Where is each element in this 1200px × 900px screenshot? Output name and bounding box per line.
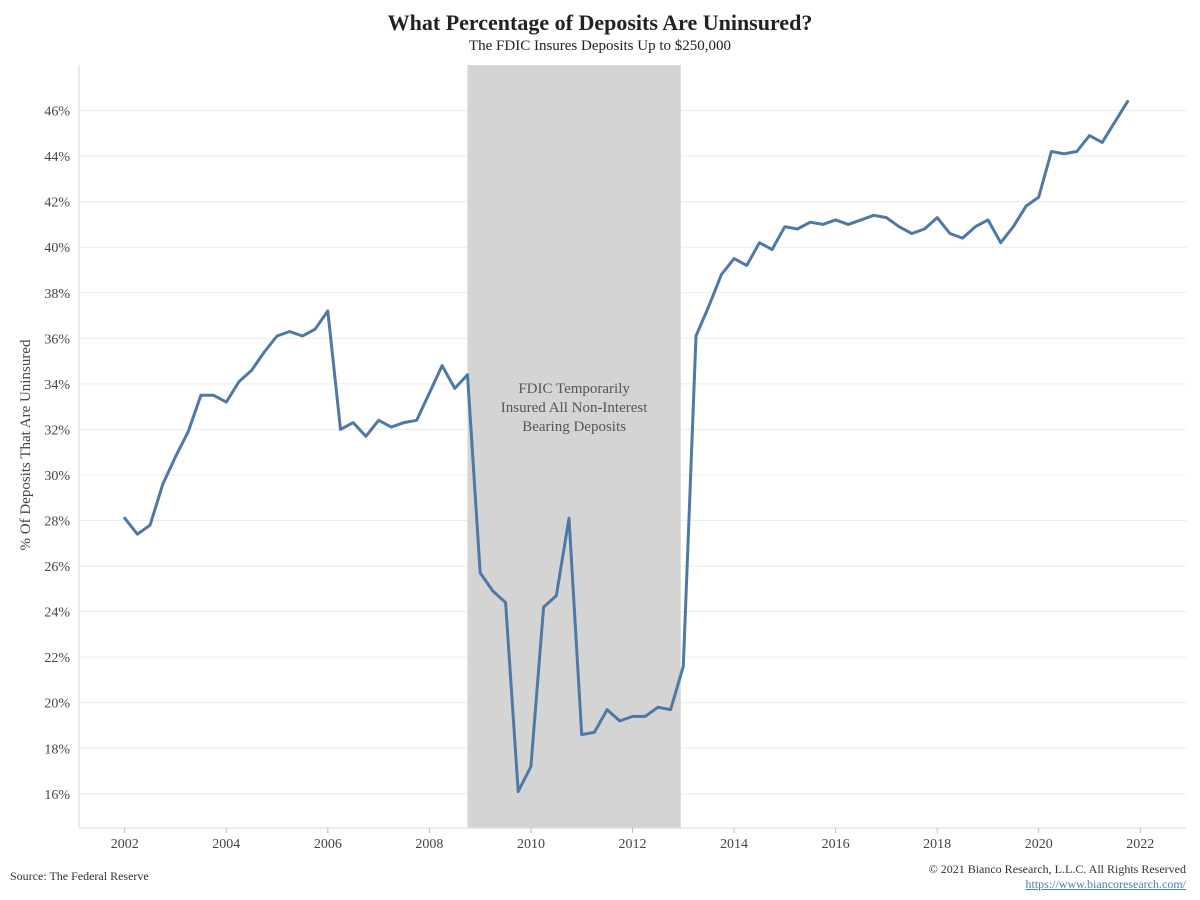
x-tick-label: 2012 xyxy=(619,837,647,852)
y-tick-label: 36% xyxy=(44,332,70,347)
copyright-notice: © 2021 Bianco Research, L.L.C. All Right… xyxy=(928,862,1186,876)
x-axis-ticks: 2002 2004 2006 2008 2010 2012 2014 2016 2018 2020… xyxy=(111,828,1154,852)
fdic-shaded-region xyxy=(467,65,681,828)
y-tick-label: 20% xyxy=(44,697,70,712)
y-tick-label: 30% xyxy=(44,469,70,484)
x-tick-label: 2022 xyxy=(1126,837,1154,852)
y-axis-title: % Of Deposits That Are Uninsured xyxy=(18,339,34,550)
y-tick-label: 42% xyxy=(44,196,70,211)
annotation-line: FDIC Temporarily xyxy=(518,381,630,397)
y-tick-label: 16% xyxy=(44,788,70,803)
y-tick-label: 40% xyxy=(44,241,70,256)
x-tick-label: 2016 xyxy=(822,837,850,852)
shading-annotation: FDIC Temporarily Insured All Non-Interest… xyxy=(501,381,648,435)
data-series xyxy=(123,99,1130,794)
x-tick-label: 2010 xyxy=(517,837,545,852)
y-tick-label: 46% xyxy=(44,105,70,120)
y-tick-label: 28% xyxy=(44,515,70,530)
series-line xyxy=(123,99,1130,794)
website-link[interactable]: https://www.biancoresearch.com/ xyxy=(1025,877,1186,891)
y-axis-ticks: 16% 18% 20% 22% 24% 26% 28% 30% 32% 34% 36% 38% 40% 4… xyxy=(44,105,70,803)
y-tick-label: 18% xyxy=(44,742,70,757)
y-tick-label: 22% xyxy=(44,651,70,666)
chart-title: What Percentage of Deposits Are Uninsure… xyxy=(387,10,813,35)
y-tick-label: 38% xyxy=(44,287,70,302)
annotation-line: Bearing Deposits xyxy=(522,419,626,435)
y-tick-label: 26% xyxy=(44,560,70,575)
x-tick-label: 2004 xyxy=(212,837,240,852)
y-tick-label: 34% xyxy=(44,378,70,393)
chart-subtitle: The FDIC Insures Deposits Up to $250,000 xyxy=(468,38,732,54)
y-tick-label: 44% xyxy=(44,150,70,165)
x-tick-label: 2002 xyxy=(111,837,139,852)
x-tick-label: 2018 xyxy=(923,837,951,852)
y-tick-label: 32% xyxy=(44,423,70,438)
x-tick-label: 2020 xyxy=(1025,837,1053,852)
annotation-line: Insured All Non-Interest xyxy=(501,400,648,416)
y-tick-label: 24% xyxy=(44,606,70,621)
x-tick-label: 2006 xyxy=(314,837,342,852)
x-tick-label: 2008 xyxy=(415,837,443,852)
source-note: Source: The Federal Reserve xyxy=(10,869,149,883)
x-tick-label: 2014 xyxy=(720,837,748,852)
